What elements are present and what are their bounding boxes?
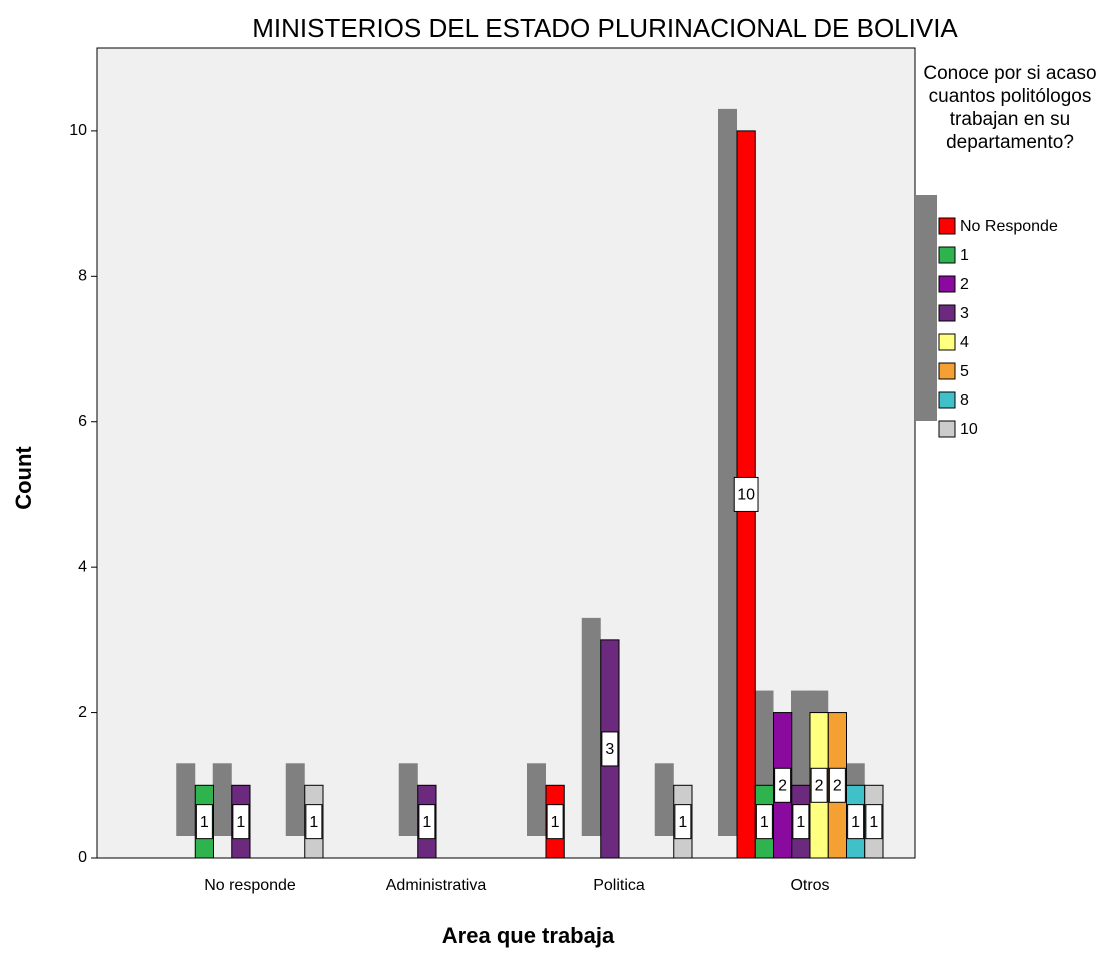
legend-swatch: [938, 304, 956, 322]
bars: [194, 130, 884, 859]
legend-label: 2: [960, 276, 969, 293]
chart-title: MINISTERIOS DEL ESTADO PLURINACIONAL DE …: [252, 13, 958, 43]
value-label-box: [774, 767, 792, 803]
y-axis-label: Count: [11, 446, 36, 510]
value-label-text: 1: [869, 814, 878, 831]
value-label-box: [305, 804, 323, 840]
value-label: 10: [733, 476, 759, 512]
value-label-box: [546, 804, 564, 840]
value-label: 3: [601, 731, 619, 767]
value-label: 1: [418, 804, 436, 840]
y-tick-label: 2: [78, 704, 87, 721]
value-label-text: 1: [551, 814, 560, 831]
value-label-box: [755, 804, 773, 840]
value-label-text: 1: [796, 814, 805, 831]
bar-shadow: [718, 108, 737, 836]
legend-swatch: [938, 246, 956, 264]
value-label-text: 2: [815, 778, 824, 795]
legend-label: No Responde: [960, 218, 1058, 235]
legend-label: 3: [960, 305, 969, 322]
value-label: 1: [305, 804, 323, 840]
value-label-box: [828, 767, 846, 803]
legend-label: 5: [960, 363, 969, 380]
y-tick-label: 10: [69, 122, 87, 139]
value-label-box: [792, 804, 810, 840]
bar-shadow: [398, 763, 418, 836]
legend-label: 10: [960, 421, 978, 438]
legend-swatch: [938, 275, 956, 293]
value-label-text: 1: [309, 814, 318, 831]
value-label: 1: [847, 804, 865, 840]
x-tick-label: Administrativa: [386, 877, 487, 894]
legend-shadow: [915, 195, 937, 421]
value-label-box: [733, 476, 759, 512]
value-label: 1: [755, 804, 773, 840]
x-tick-label: Otros: [790, 877, 829, 894]
value-label-text: 10: [737, 487, 755, 504]
value-label: 1: [546, 804, 564, 840]
x-tick-label: Politica: [593, 877, 645, 894]
legend-label: 1: [960, 247, 969, 264]
bar-shadow: [581, 617, 601, 836]
legend-label: 8: [960, 392, 969, 409]
legend-swatch: [938, 217, 956, 235]
bar-shadow: [654, 763, 674, 836]
value-label: 1: [792, 804, 810, 840]
bar-shadow: [212, 763, 232, 836]
value-label-box: [810, 767, 828, 803]
value-label-box: [674, 804, 692, 840]
value-label-text: 2: [778, 778, 787, 795]
value-label-text: 1: [851, 814, 860, 831]
x-axis-label: Area que trabaja: [442, 923, 615, 948]
value-label: 2: [774, 767, 792, 803]
value-label-text: 3: [605, 741, 614, 758]
legend-swatch: [938, 420, 956, 438]
value-label: 2: [810, 767, 828, 803]
legend-title: Conoce por si acaso cuantos politólogos …: [923, 63, 1097, 153]
value-label-text: 1: [422, 814, 431, 831]
y-tick-label: 8: [78, 268, 87, 285]
value-label: 2: [828, 767, 846, 803]
value-label-box: [601, 731, 619, 767]
value-label-text: 1: [236, 814, 245, 831]
legend-swatch: [938, 333, 956, 351]
value-label: 1: [195, 804, 213, 840]
y-tick-label: 4: [78, 558, 87, 575]
bar-shadow: [176, 763, 196, 836]
legend-swatch: [938, 362, 956, 380]
bar-shadow: [285, 763, 305, 836]
value-label-text: 1: [760, 814, 769, 831]
value-label: 1: [674, 804, 692, 840]
legend-swatch: [938, 391, 956, 409]
value-label-text: 2: [833, 778, 842, 795]
value-label-box: [847, 804, 865, 840]
legend-label: 4: [960, 334, 969, 351]
x-tick-label: No responde: [204, 877, 296, 894]
value-label: 1: [865, 804, 883, 840]
value-label-box: [418, 804, 436, 840]
value-label: 1: [232, 804, 250, 840]
value-label-box: [195, 804, 213, 840]
value-label-text: 1: [678, 814, 687, 831]
y-tick-label: 6: [78, 413, 87, 430]
value-label-box: [865, 804, 883, 840]
value-label-text: 1: [200, 814, 209, 831]
bar-shadow: [527, 763, 546, 836]
y-tick-label: 0: [78, 849, 87, 866]
value-label-box: [232, 804, 250, 840]
